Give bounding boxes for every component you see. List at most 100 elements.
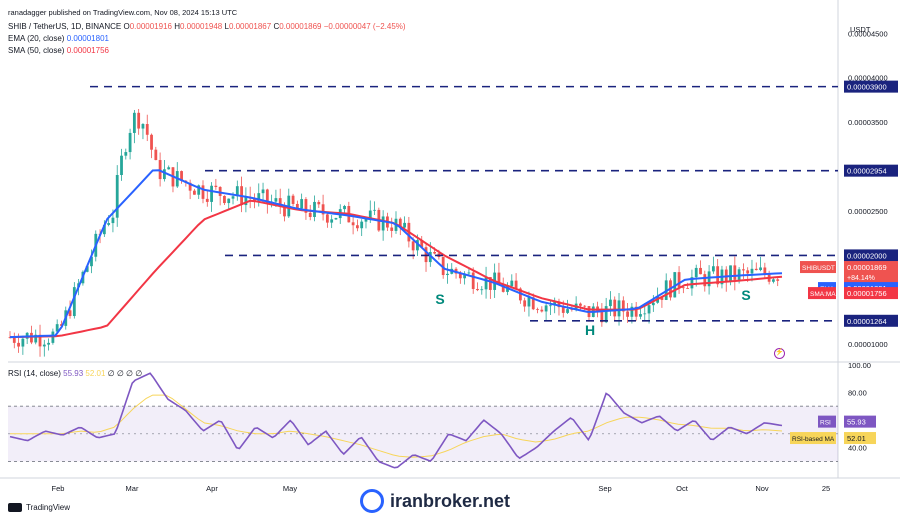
candle [356,225,359,229]
candle [360,221,364,229]
published-line: ranadagger published on TradingView.com,… [8,8,238,17]
candle [711,266,715,272]
candle [703,274,707,287]
candle [707,271,711,287]
level-price-label: 0.00003900 [847,83,887,92]
candle [514,280,518,289]
candle [754,268,758,271]
series-tag-change: +84.14% [847,275,875,282]
candle [214,185,218,187]
candle [566,309,569,313]
candle [759,267,762,271]
candle [120,155,123,176]
time-axis: Feb Mar Apr May Sep Oct Nov 25 [52,484,831,493]
candle [527,297,531,307]
candle [8,337,12,338]
candle [716,266,720,285]
price-tick-label: 0.00002500 [848,207,888,216]
change-value: −0.00000047 (−2.45%) [323,22,406,31]
candle [325,214,329,223]
rsi-tag-name: RSI-based MA [792,436,835,443]
ema-legend-label: EMA (20, close) [8,34,65,43]
candle [626,311,629,317]
candle [223,195,226,204]
open-label: O [123,22,130,31]
ema-line [9,169,783,339]
rsi-extra-values: ∅ ∅ ∅ ∅ [107,369,143,378]
rsi-ma-line [10,394,783,458]
candle [90,256,93,267]
candle [128,132,132,153]
rsi-band [8,405,838,462]
candle [253,198,256,201]
candle [694,267,698,278]
series-tag-name: SHIBUSDT [802,265,835,272]
candle [536,309,539,311]
alert-icon[interactable]: ⚡ [774,348,785,359]
rsi-ma-legend-value: 52.01 [85,369,106,378]
candle [368,210,372,219]
candle [681,287,685,289]
time-tick-label: Mar [126,484,139,493]
ema-legend[interactable]: EMA (20, close) 0.00001801 [8,34,109,43]
price-tick-label: 0.00004000 [848,74,888,83]
candle [188,182,192,191]
sma-legend[interactable]: SMA (50, close) 0.00001756 [8,46,109,55]
candle [544,305,548,312]
candle [686,288,690,289]
candle [107,223,111,225]
candle [420,240,424,248]
open-value: 0.00001916 [129,22,172,31]
high-label: H [174,22,180,31]
candle [458,273,462,279]
candle [480,289,484,291]
rsi-tick-label: 100.00 [848,361,871,370]
price-axis: 0.00003900 0.00002954 0.00002000 0.00001264… [790,29,898,453]
series-lines [9,169,783,469]
rsi-legend-value: 55.93 [63,369,84,378]
candle [265,189,269,204]
candle [351,222,355,226]
candle [231,196,235,199]
low-value: 0.00001867 [228,22,272,31]
candle [772,279,775,282]
rsi-tag-value: 52.01 [847,434,866,443]
candle [742,269,745,271]
candle [446,273,449,276]
candle [201,185,205,199]
candle [257,193,261,201]
candle [137,112,141,129]
candle [283,206,286,217]
tradingview-logo[interactable]: TradingView [8,503,70,512]
candle [570,309,574,310]
candle [621,300,625,312]
candle [604,306,608,323]
candle [115,175,119,218]
candle [561,307,565,313]
candle [523,300,527,307]
candle [261,189,265,194]
candle [85,266,89,272]
rsi-tag-box [844,432,876,445]
candle [411,241,415,251]
candle [501,284,505,292]
time-tick-label: 25 [822,484,830,493]
candle [583,305,587,307]
candle [497,272,501,285]
candle [21,338,25,347]
candle [68,310,72,317]
time-tick-label: Sep [598,484,611,493]
rsi-tick-label: 80.00 [848,388,867,397]
rsi-legend[interactable]: RSI (14, close) 55.93 52.01 ∅ ∅ ∅ ∅ [8,369,142,378]
candle [197,185,201,195]
candle [699,267,702,275]
candle [416,240,419,251]
candle [47,342,50,345]
candle [750,268,754,274]
quote-currency[interactable]: USDT [850,25,871,34]
price-tick-label: 0.00001000 [848,340,888,349]
candle [639,314,642,317]
candle [334,218,338,220]
candle [295,203,299,209]
